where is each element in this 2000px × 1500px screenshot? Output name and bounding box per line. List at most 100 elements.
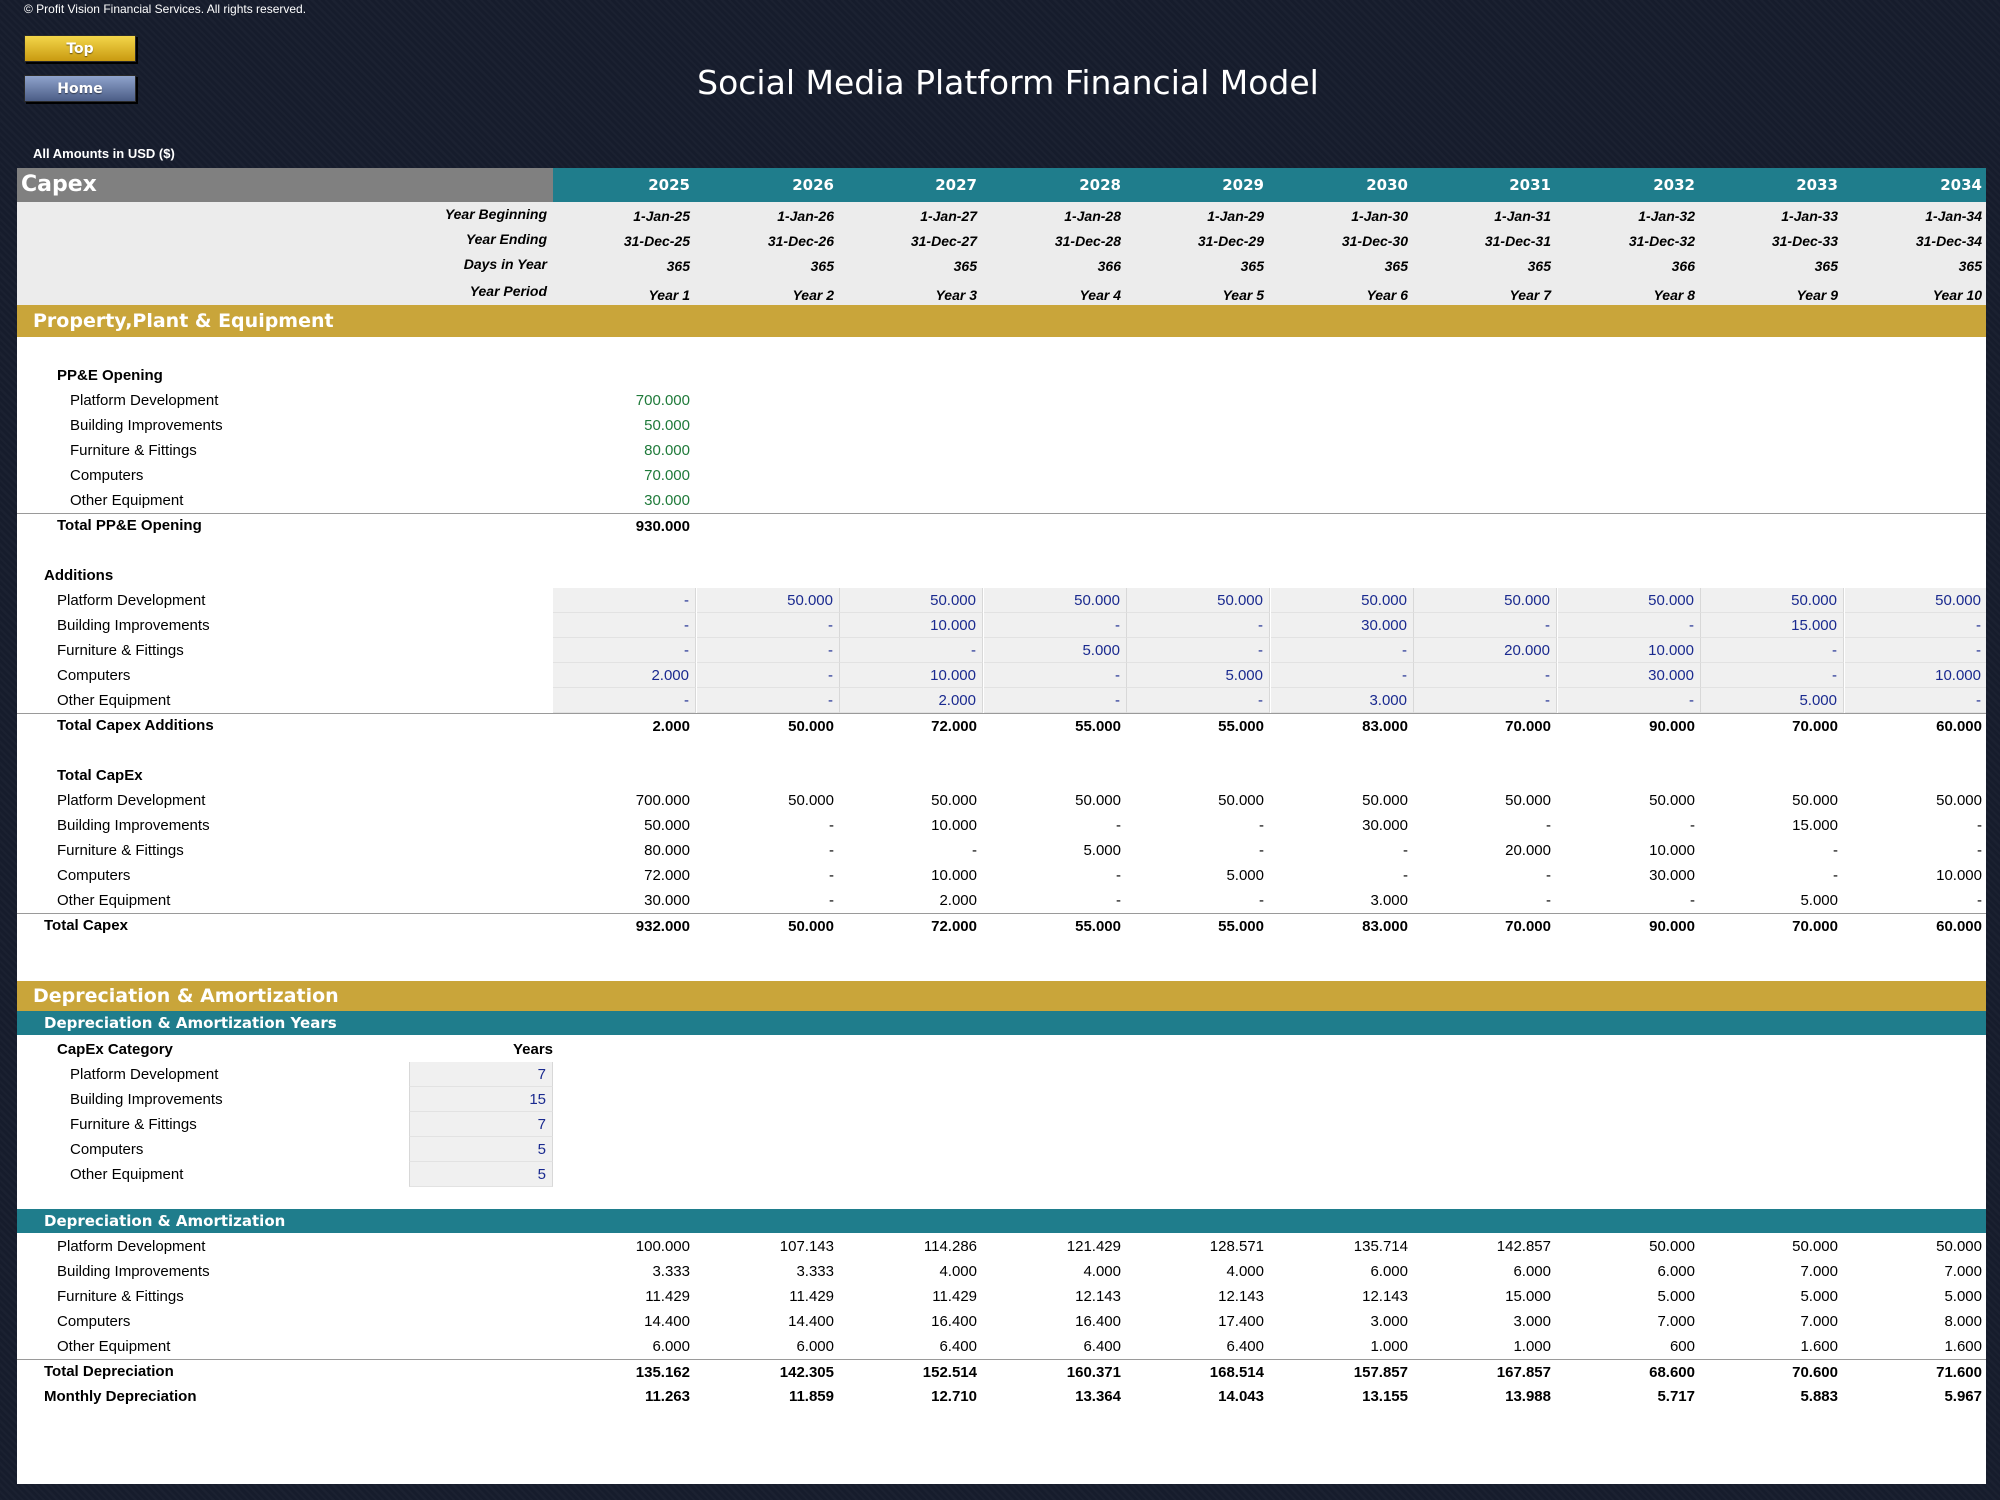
additions-input-cell[interactable]: - [984,613,1127,638]
additions-input-cell[interactable]: - [697,688,840,713]
home-button[interactable]: Home [24,75,136,102]
top-button[interactable]: Top [24,35,136,62]
additions-input-cell[interactable]: 50.000 [840,588,983,613]
additions-input-cell[interactable]: 15.000 [1701,613,1844,638]
additions-input-cell[interactable]: - [1414,613,1557,638]
additions-input-cell[interactable]: - [1127,638,1270,663]
year-header-row: Capex 2025 2026 2027 2028 2029 2030 2031 2032 20… [17,168,1986,202]
additions-input-cell[interactable]: - [553,588,696,613]
timeline-value: 365 [1958,258,1982,274]
value-cell: 7.000 [1800,1313,1838,1330]
additions-input-cell[interactable]: 10.000 [840,613,983,638]
additions-input-cell[interactable]: 2.000 [553,663,696,688]
additions-input-cell[interactable]: - [1845,638,1986,663]
additions-input-cell[interactable]: - [984,663,1127,688]
additions-input-cell[interactable]: 50.000 [1127,588,1270,613]
opening-value-input[interactable]: 50.000 [644,417,690,434]
row-label: Furniture & Fittings [57,642,184,659]
additions-input-cell[interactable]: 20.000 [1414,638,1557,663]
total-value: 72.000 [931,718,977,735]
timeline-value: 365 [1240,258,1264,274]
timeline-value: 31-Dec-34 [1915,233,1982,249]
additions-input-cell[interactable]: 5.000 [984,638,1127,663]
additions-input-cell[interactable]: - [553,688,696,713]
useful-life-input[interactable]: 15 [409,1087,553,1112]
additions-input-cell[interactable]: - [1271,638,1414,663]
ppe-opening-row: Furniture & Fittings 80.000 [17,438,1986,463]
additions-row: Building Improvements - -10.000- -30.000- -1… [17,613,1986,638]
additions-input-cell[interactable]: - [1414,688,1557,713]
timeline-value: 1-Jan-26 [777,208,834,224]
additions-input-cell[interactable]: - [553,638,696,663]
timeline-value: 1-Jan-32 [1638,208,1695,224]
additions-input-cell[interactable]: 5.000 [1701,688,1844,713]
additions-input-cell[interactable]: - [1271,663,1414,688]
useful-life-input[interactable]: 5 [409,1162,553,1187]
additions-input-cell[interactable]: - [697,638,840,663]
additions-input-cell[interactable]: 2.000 [840,688,983,713]
useful-life-input[interactable]: 7 [409,1062,553,1087]
useful-life-input[interactable]: 7 [409,1112,553,1137]
ppe-opening-total-row: Total PP&E Opening 930.000 [17,513,1986,538]
additions-input-cell[interactable]: - [984,688,1127,713]
additions-input-cell[interactable]: - [697,663,840,688]
row-label: Platform Development [70,1066,219,1083]
value-cell: 3.333 [796,1263,834,1280]
timeline-label: Days in Year [463,256,547,272]
value-cell: 6.000 [1513,1263,1551,1280]
additions-input-cell[interactable]: 50.000 [1845,588,1986,613]
timeline-value: 1-Jan-29 [1207,208,1264,224]
additions-input-cell[interactable]: - [840,638,983,663]
additions-input-cell[interactable]: 50.000 [1414,588,1557,613]
value-cell: - [829,842,834,859]
year-header: 2029 [1222,176,1264,194]
value-cell: - [829,817,834,834]
additions-input-cell[interactable]: - [553,613,696,638]
opening-value-input[interactable]: 80.000 [644,442,690,459]
timeline-value: 1-Jan-31 [1494,208,1551,224]
additions-input-cell[interactable]: - [1701,663,1844,688]
row-label: Total Depreciation [44,1363,174,1380]
value-cell: - [1977,817,1982,834]
opening-value-input[interactable]: 700.000 [635,392,690,409]
additions-input-cell[interactable]: - [1845,613,1986,638]
additions-input-cell[interactable]: 10.000 [840,663,983,688]
useful-life-input[interactable]: 5 [409,1137,553,1162]
additions-input-cell[interactable]: - [1127,688,1270,713]
timeline-row: Days in Year 365 365 365 366 365 365 365 366 365 3… [17,254,1986,276]
value-cell: 3.000 [1370,892,1408,909]
total-value: 142.305 [779,1364,834,1381]
timeline-value: 31-Dec-28 [1054,233,1121,249]
additions-input-cell[interactable]: 5.000 [1127,663,1270,688]
additions-input-cell[interactable]: 50.000 [1701,588,1844,613]
opening-value-input[interactable]: 70.000 [644,467,690,484]
value-cell: 1.600 [1944,1338,1982,1355]
years-header-band [553,168,1986,202]
additions-input-cell[interactable]: - [1558,613,1701,638]
additions-input-cell[interactable]: 50.000 [697,588,840,613]
depreciation-row: Platform Development 100.000 107.143 114.28… [17,1234,1986,1259]
additions-input-cell[interactable]: - [1845,688,1986,713]
da-years-band: Depreciation & Amortization Years [17,1011,1986,1035]
opening-value-input[interactable]: 30.000 [644,492,690,509]
additions-input-cell[interactable]: 30.000 [1558,663,1701,688]
additions-input-cell[interactable]: 10.000 [1558,638,1701,663]
timeline-label: Year Period [469,283,547,299]
additions-input-cell[interactable]: - [1558,688,1701,713]
timeline-row: Year Ending 31-Dec-25 31-Dec-26 31-Dec-27 31… [17,229,1986,251]
additions-input-cell[interactable]: - [1701,638,1844,663]
value-cell: 2.000 [939,892,977,909]
row-label: Monthly Depreciation [44,1388,197,1405]
additions-input-cell[interactable]: 3.000 [1271,688,1414,713]
row-label: Platform Development [57,592,206,609]
additions-input-cell[interactable]: 50.000 [1558,588,1701,613]
additions-input-cell[interactable]: 50.000 [1271,588,1414,613]
additions-input-cell[interactable]: 50.000 [984,588,1127,613]
additions-input-cell[interactable]: - [697,613,840,638]
additions-input-cell[interactable]: 30.000 [1271,613,1414,638]
additions-input-cell[interactable]: - [1127,613,1270,638]
value-cell: 10.000 [1649,842,1695,859]
additions-input-cell[interactable]: 10.000 [1845,663,1986,688]
depreciation-row: Other Equipment 6.000 6.000 6.400 6.400 6.400… [17,1334,1986,1359]
additions-input-cell[interactable]: - [1414,663,1557,688]
